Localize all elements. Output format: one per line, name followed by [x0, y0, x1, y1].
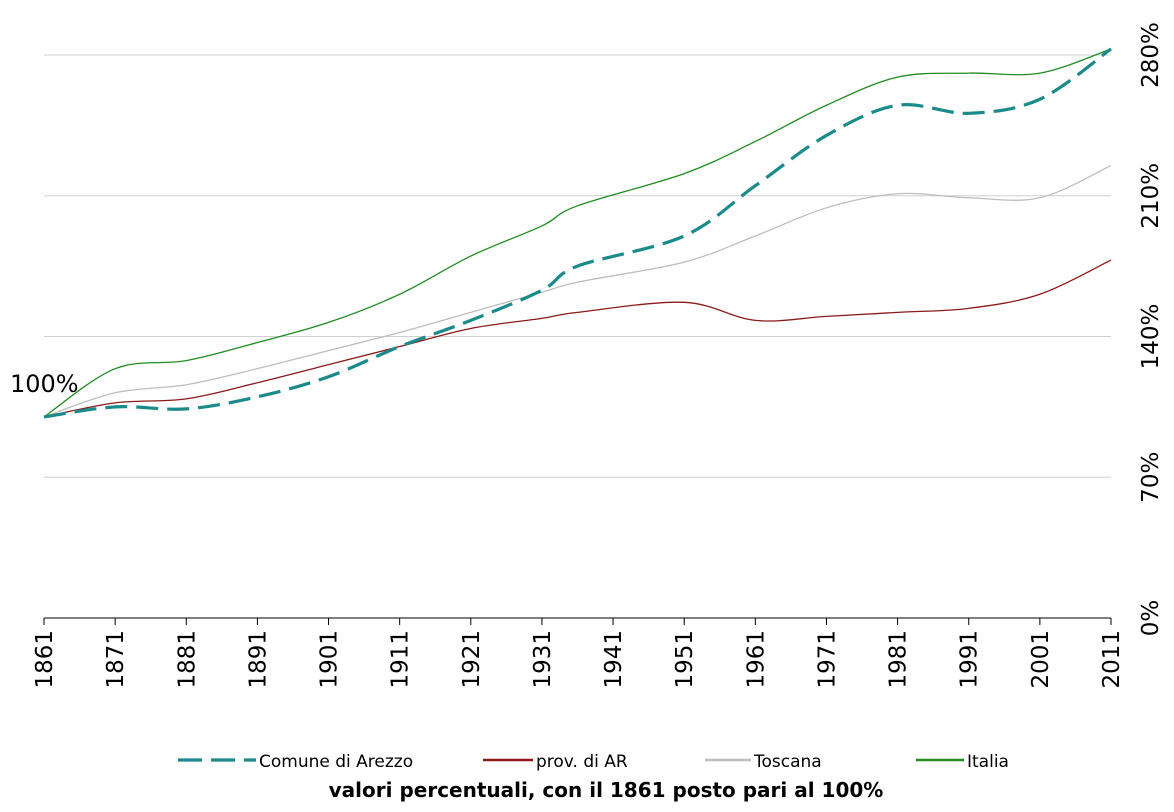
series-lines: [43, 47, 1112, 419]
x-tick-label: 1971: [814, 630, 840, 689]
gridlines: [44, 54, 1111, 478]
x-tick-label: 1951: [672, 630, 698, 689]
x-tick-label: 2011: [1099, 630, 1125, 689]
x-tick-label: 1961: [743, 630, 769, 689]
x-tick-label: 1881: [174, 630, 200, 689]
x-tick-label: 1901: [317, 630, 343, 689]
x-tick-labels: 1861 1871 1881 1891 1901 1911 1921 1931 1941 1951…: [32, 630, 1125, 689]
series-line-prov-di-ar: [43, 259, 1112, 418]
x-axis: [43, 617, 1112, 625]
legend-label: Italia: [967, 752, 1009, 772]
y-tick-label: 140%: [1138, 304, 1164, 370]
x-tick-label: 1931: [530, 630, 556, 689]
x-tick-label: 1981: [886, 630, 912, 689]
x-tick-label: 1871: [103, 630, 129, 689]
y-tick-label: 70%: [1138, 452, 1164, 503]
x-tick-label: 2001: [1028, 630, 1054, 689]
series-line-toscana: [43, 164, 1112, 418]
x-tick-label: 1911: [388, 630, 414, 689]
legend-label: Toscana: [753, 752, 822, 772]
series-line-comune-di-arezzo: [43, 47, 1112, 419]
base-value-label: 100%: [10, 370, 79, 398]
y-tick-labels: 0% 70% 140% 210% 280%: [1138, 22, 1164, 636]
x-tick-label: 1921: [459, 630, 485, 689]
y-tick-label: 280%: [1138, 22, 1164, 88]
x-tick-label: 1891: [245, 630, 271, 689]
legend-label: prov. di AR: [536, 752, 628, 772]
x-tick-label: 1941: [601, 630, 627, 689]
series-line-italia: [43, 48, 1112, 418]
y-tick-label: 210%: [1138, 163, 1164, 229]
legend-label: Comune di Arezzo: [259, 752, 413, 772]
x-tick-label: 1991: [957, 630, 983, 689]
y-tick-label: 0%: [1138, 600, 1164, 637]
chart-caption: valori percentuali, con il 1861 posto pa…: [329, 778, 884, 802]
legend: Comune di Arezzo prov. di AR Toscana Italia: [178, 752, 1009, 772]
x-tick-label: 1861: [32, 630, 58, 689]
